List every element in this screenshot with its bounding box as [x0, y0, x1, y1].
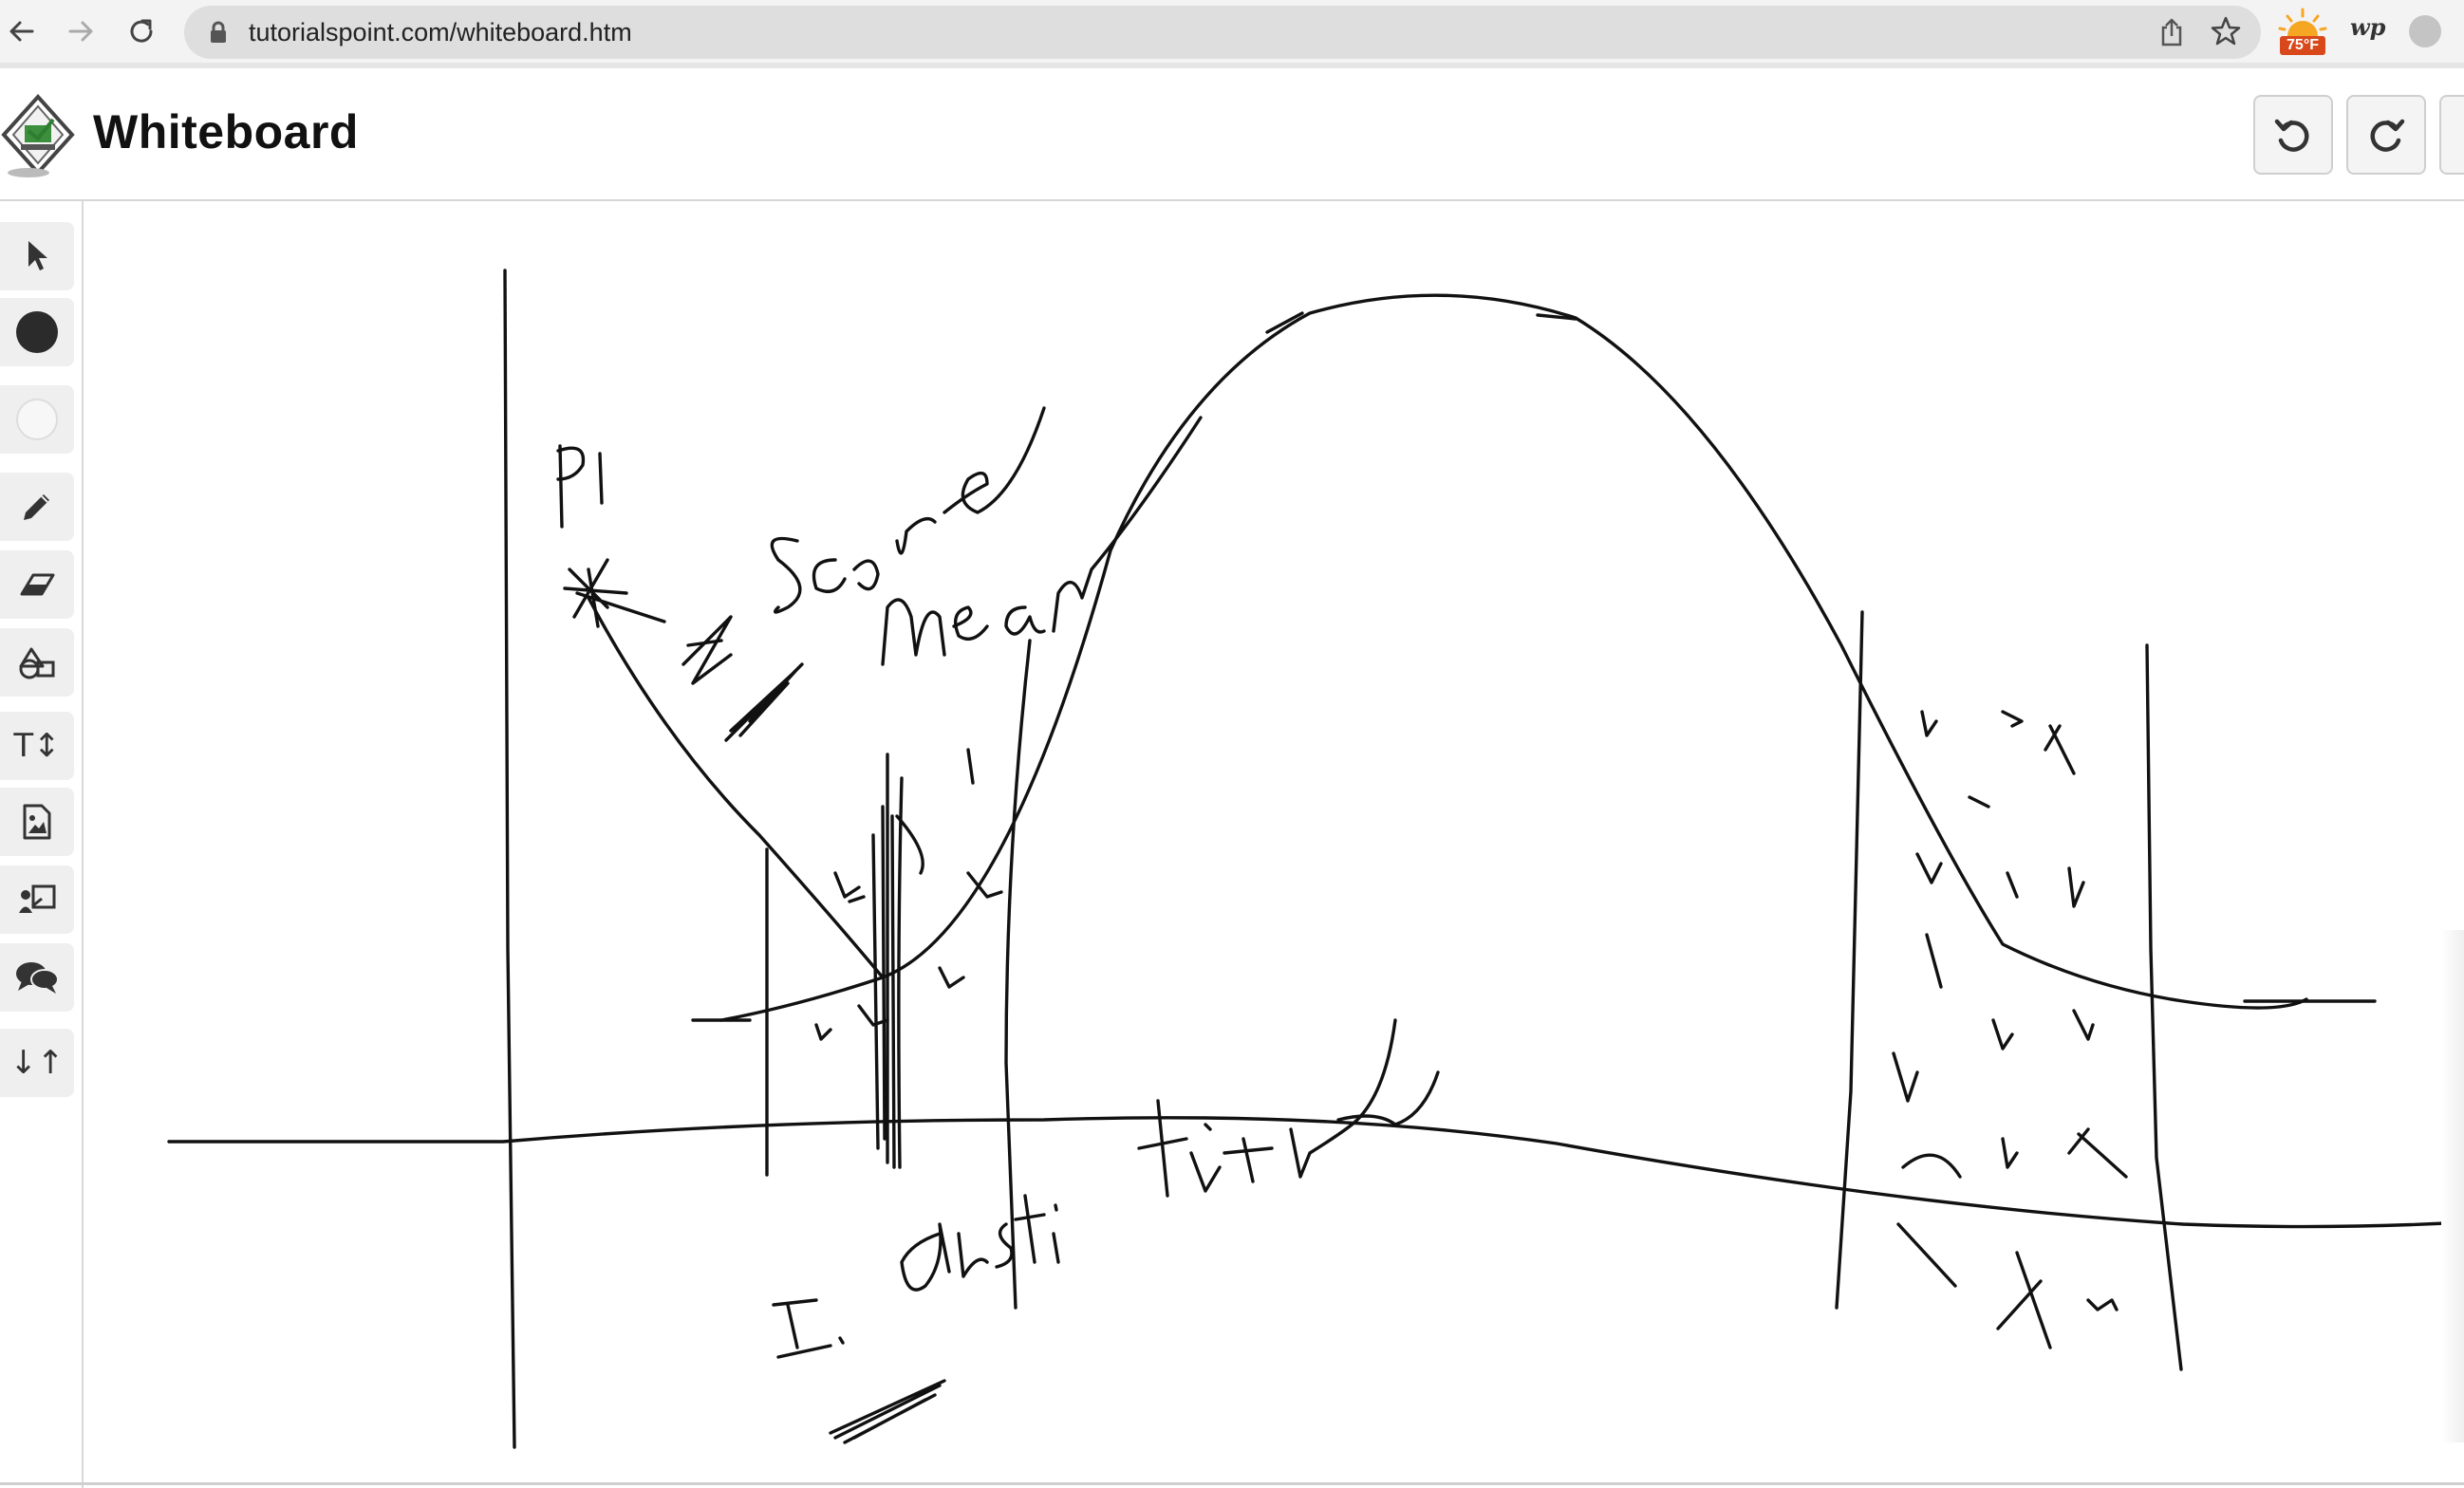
redo-icon [2370, 119, 2405, 152]
color-white-tool[interactable] [0, 385, 74, 454]
black-circle-icon [16, 311, 58, 353]
back-icon [9, 21, 34, 42]
white-circle-icon [16, 399, 58, 440]
select-tool[interactable] [0, 222, 74, 290]
right-panel-edge [2441, 930, 2464, 1442]
chat-tool[interactable] [0, 943, 74, 1012]
forward-icon [68, 21, 93, 42]
pencil-icon [24, 494, 49, 520]
forward-button[interactable] [59, 9, 103, 53]
app-header: Whiteboard [0, 68, 2464, 201]
tool-sidebar: T↕ ↓↑ [0, 201, 84, 1488]
shapes-icon [19, 647, 55, 679]
drawing-strokes [167, 269, 2464, 1449]
text-tool[interactable]: T↕ [0, 712, 74, 780]
profile-icon[interactable] [2409, 15, 2441, 47]
shapes-tool[interactable] [0, 628, 74, 697]
undo-icon [2274, 119, 2309, 152]
pencil-tool[interactable] [0, 473, 74, 541]
chrome-divider [0, 63, 2464, 68]
redo-button[interactable] [2346, 95, 2426, 175]
presenter-icon [19, 884, 56, 913]
weather-extension[interactable]: 75°F [2274, 8, 2331, 57]
wp-extension[interactable]: wp [2350, 13, 2386, 41]
sort-tool[interactable]: ↓↑ [0, 1029, 74, 1097]
lock-icon [211, 21, 226, 43]
reload-icon [130, 19, 153, 43]
share-icon[interactable] [2158, 17, 2185, 47]
browser-toolbar: tutorialspoint.com/whiteboard.htm 75°F w… [0, 0, 2464, 63]
whiteboard-canvas[interactable] [84, 201, 2464, 1482]
back-button[interactable] [0, 9, 44, 53]
eraser-icon [20, 573, 55, 596]
text-size-icon: T↕ [13, 727, 61, 765]
pointer-icon [28, 241, 47, 270]
image-tool[interactable] [0, 788, 74, 856]
presenter-tool[interactable] [0, 865, 74, 934]
app-title: Whiteboard [93, 105, 359, 158]
star-icon[interactable] [2210, 15, 2242, 47]
color-black-tool[interactable] [0, 298, 74, 366]
eraser-tool[interactable] [0, 550, 74, 619]
sort-arrows-icon: ↓↑ [9, 1044, 65, 1082]
more-header-button[interactable] [2439, 95, 2464, 175]
undo-button[interactable] [2253, 95, 2333, 175]
weather-temperature: 75°F [2280, 36, 2325, 55]
image-file-icon [23, 804, 51, 840]
url-text[interactable]: tutorialspoint.com/whiteboard.htm [249, 18, 632, 46]
weather-icon [2278, 8, 2327, 36]
canvas-bottom-border [0, 1482, 2464, 1485]
address-bar[interactable]: tutorialspoint.com/whiteboard.htm [184, 6, 2261, 59]
reload-button[interactable] [120, 9, 163, 53]
tutorialspoint-logo [1, 94, 75, 177]
chat-bubbles-icon [16, 962, 59, 994]
